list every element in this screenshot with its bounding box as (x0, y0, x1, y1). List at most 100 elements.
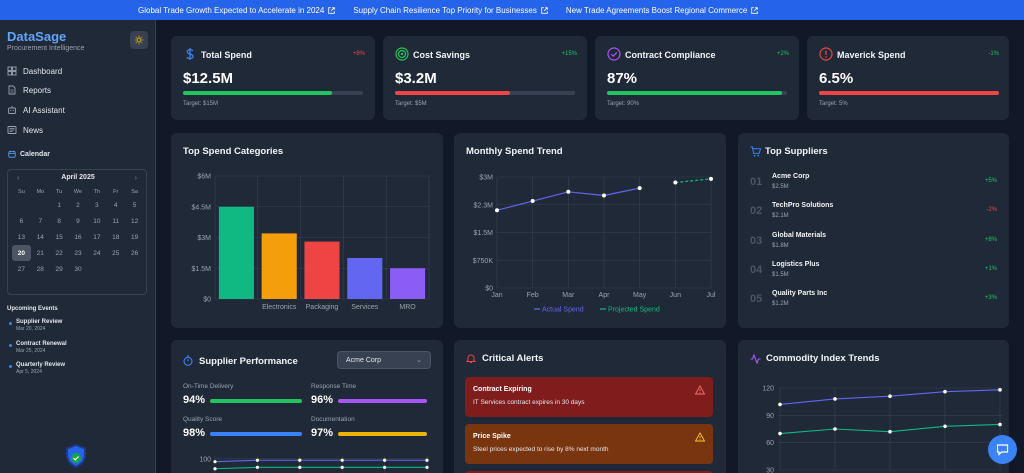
nav-reports[interactable]: Reports (7, 85, 51, 95)
calendar-day[interactable]: 25 (112, 249, 120, 257)
ticker-text[interactable]: Supply Chain Resilience Top Priority for… (353, 5, 537, 15)
data-point[interactable] (425, 458, 429, 462)
bar[interactable] (261, 233, 297, 299)
chat-button[interactable] (988, 435, 1017, 464)
kpi-progress-fill (395, 91, 511, 95)
calendar-day[interactable]: 28 (36, 265, 44, 273)
ticker-item[interactable]: Supply Chain Resilience Top Priority for… (353, 6, 548, 15)
calendar-day[interactable]: 17 (93, 233, 101, 241)
supplier-select[interactable]: Acme Corp ⌄ (337, 351, 431, 369)
y-tick-label: 60 (766, 440, 774, 447)
data-point[interactable] (495, 208, 499, 213)
calendar-day[interactable]: 1 (57, 202, 61, 210)
next-month-button[interactable]: › (134, 173, 137, 182)
event-item[interactable]: Supplier Review Mar 20, 2024 (9, 319, 62, 332)
data-point[interactable] (530, 199, 535, 204)
data-point[interactable] (998, 422, 1002, 427)
alert-item[interactable] (465, 471, 713, 473)
calendar-day[interactable]: 2 (76, 202, 80, 210)
data-point[interactable] (778, 431, 782, 436)
ticker-text[interactable]: Global Trade Growth Expected to Accelera… (138, 5, 325, 15)
alert-item[interactable]: Contract Expiring IT Services contract ex… (465, 377, 713, 417)
calendar-day[interactable]: 6 (19, 218, 24, 226)
bar[interactable] (304, 241, 340, 299)
ticker-text[interactable]: New Trade Agreements Boost Regional Comm… (565, 5, 748, 15)
nav-ai-assistant[interactable]: AI Assistant (7, 105, 65, 115)
data-point[interactable] (709, 176, 713, 181)
prev-month-button[interactable]: ‹ (17, 173, 20, 182)
supplier-row[interactable]: 03 Global Materials $1.8M +8% (750, 232, 997, 260)
data-point[interactable] (833, 427, 837, 431)
calendar-day[interactable]: 16 (74, 233, 82, 241)
event-item[interactable]: Quarterly Review Apr 5, 2024 (9, 362, 65, 375)
data-point[interactable] (383, 458, 387, 462)
calendar-day[interactable]: 15 (55, 233, 63, 241)
calendar-day[interactable]: 8 (57, 218, 61, 226)
calendar-day[interactable]: 26 (130, 249, 139, 257)
calendar-day[interactable]: 20 (12, 245, 31, 262)
event-date: Mar 20, 2024 (16, 326, 46, 332)
supplier-row[interactable]: 05 Quality Parts Inc $1.2M +3% (750, 290, 997, 318)
spend-categories-card: Top Spend Categories $0 $1.5M $3M $4.5M $6M E… (171, 133, 443, 328)
y-tick-label: $4.5M (192, 204, 212, 211)
x-tick-label: Electronics (262, 304, 297, 311)
data-point[interactable] (298, 465, 302, 469)
alert-item[interactable]: Price Spike Steel prices expected to rise… (465, 424, 713, 464)
calendar-day[interactable]: 29 (55, 265, 63, 273)
sidebar: DataSage Procurement Intelligence Dashbo… (0, 20, 156, 473)
security-shield-icon[interactable] (64, 443, 88, 469)
data-point[interactable] (943, 389, 947, 394)
brand-name: DataSage (7, 29, 67, 44)
data-point[interactable] (998, 388, 1002, 392)
supplier-row[interactable]: 02 TechPro Solutions $2.1M -2% (750, 202, 997, 230)
calendar-day[interactable]: 13 (17, 233, 26, 241)
calendar-day[interactable]: 4 (113, 202, 118, 210)
data-point[interactable] (833, 397, 837, 401)
calendar-day[interactable]: 12 (130, 218, 139, 226)
calendar-day[interactable]: 27 (17, 265, 26, 273)
supplier-row[interactable]: 01 Acme Corp $2.5M +5% (750, 173, 997, 201)
data-point[interactable] (298, 458, 302, 462)
data-point[interactable] (888, 429, 892, 434)
calendar-day[interactable]: 14 (36, 233, 44, 241)
nav-dashboard[interactable]: Dashboard (7, 66, 62, 76)
ticker-item[interactable]: Global Trade Growth Expected to Accelera… (138, 5, 336, 15)
supplier-row[interactable]: 04 Logistics Plus $1.5M +1% (750, 261, 997, 289)
bar[interactable] (390, 268, 426, 299)
calendar-day[interactable]: 18 (112, 233, 120, 241)
calendar-day[interactable]: 30 (74, 265, 82, 273)
bar[interactable] (347, 258, 383, 299)
bar[interactable] (218, 206, 254, 299)
data-point[interactable] (383, 465, 387, 469)
calendar-day[interactable]: 7 (38, 218, 43, 226)
data-point[interactable] (213, 467, 217, 471)
ticker-item[interactable]: New Trade Agreements Boost Regional Comm… (566, 6, 758, 15)
data-point[interactable] (673, 180, 678, 185)
kpi-value: 87% (607, 70, 638, 87)
data-point[interactable] (255, 465, 259, 469)
calendar-day[interactable]: 3 (95, 202, 99, 210)
calendar-day[interactable]: 24 (93, 249, 101, 257)
calendar-day[interactable]: 22 (55, 249, 63, 257)
calendar-day[interactable]: 11 (112, 218, 120, 226)
calendar-day[interactable]: 23 (74, 249, 82, 257)
data-point[interactable] (255, 458, 259, 462)
data-point[interactable] (425, 465, 429, 469)
data-point[interactable] (602, 193, 606, 198)
calendar-day[interactable]: 19 (130, 233, 139, 241)
theme-toggle-button[interactable] (130, 31, 148, 49)
data-point[interactable] (888, 394, 892, 398)
data-point[interactable] (340, 458, 344, 462)
calendar-day[interactable]: 10 (93, 218, 101, 226)
nav-news[interactable]: News (7, 125, 43, 135)
data-point[interactable] (943, 424, 947, 429)
data-point[interactable] (566, 189, 571, 194)
event-item[interactable]: Contract Renewal Mar 25, 2024 (9, 341, 67, 354)
calendar-day[interactable]: 9 (76, 218, 80, 226)
data-point[interactable] (340, 465, 344, 469)
data-point[interactable] (637, 186, 642, 191)
calendar-day[interactable]: 5 (132, 202, 137, 210)
calendar-day[interactable]: 21 (36, 249, 44, 257)
data-point[interactable] (213, 460, 217, 464)
data-point[interactable] (778, 402, 782, 407)
